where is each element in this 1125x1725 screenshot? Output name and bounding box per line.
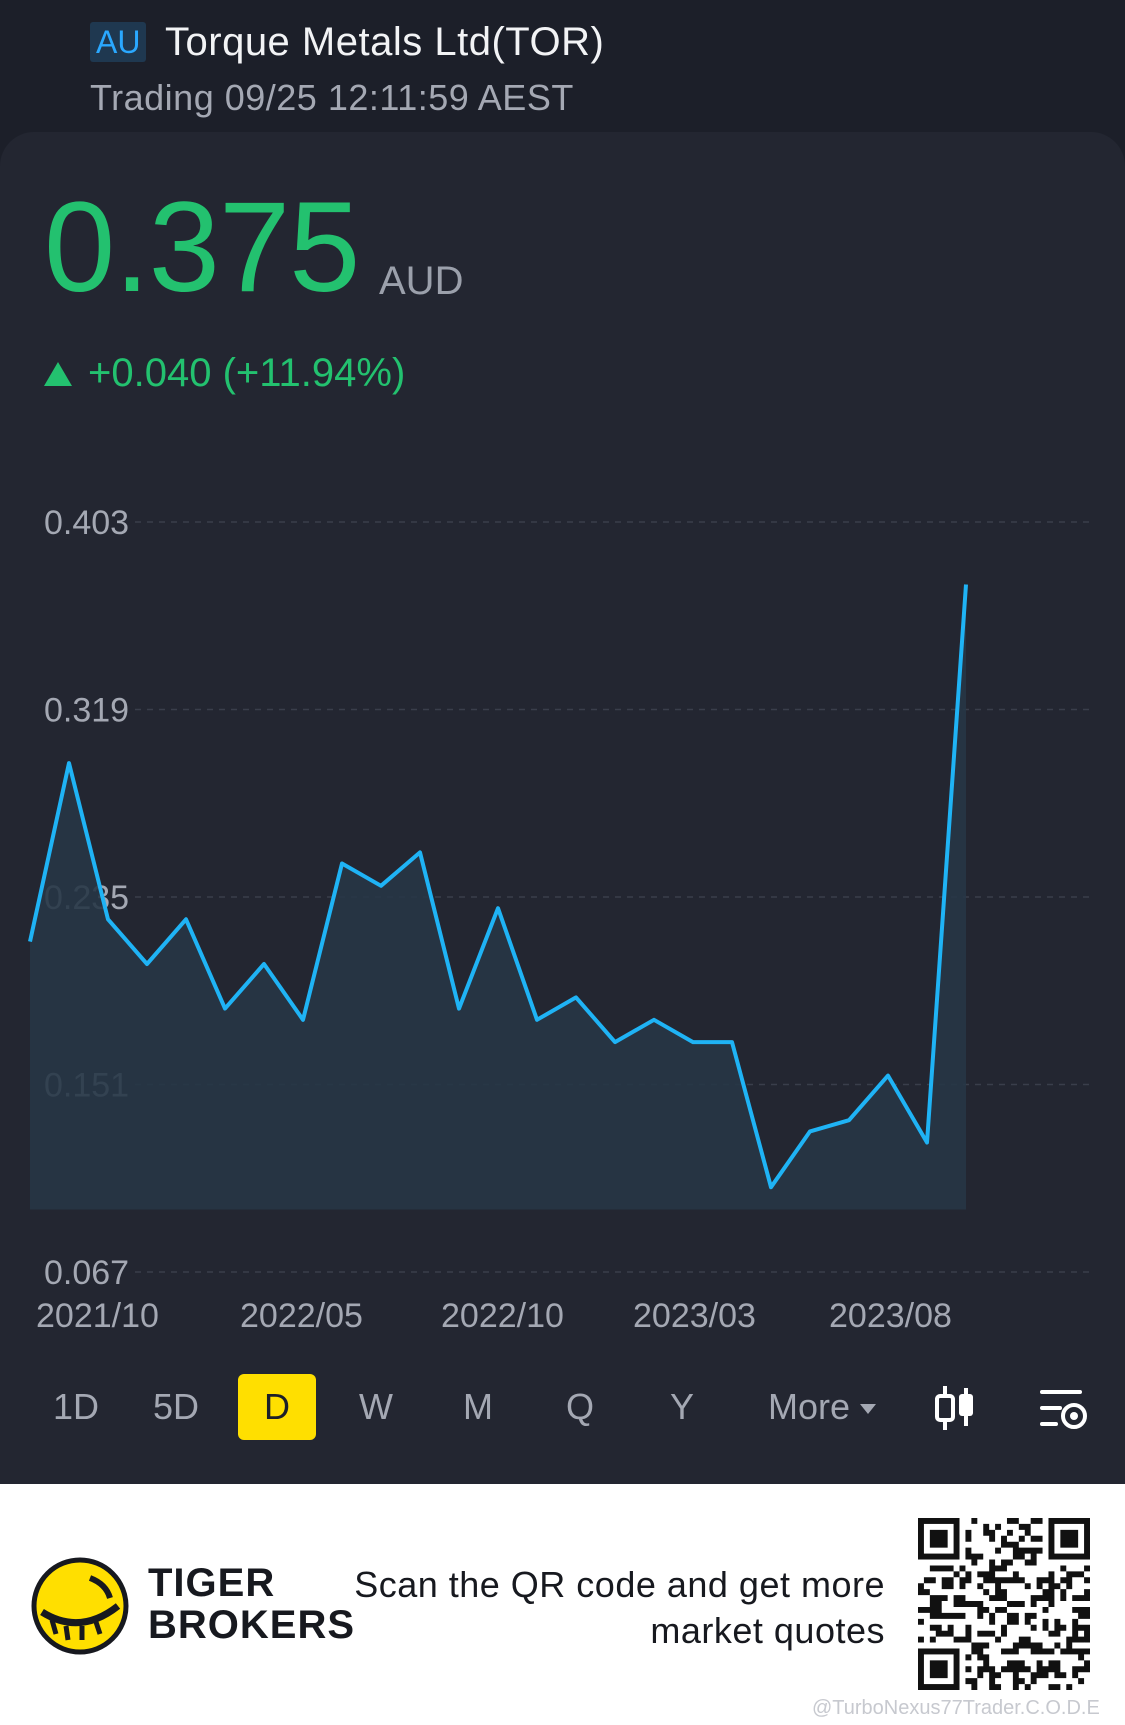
caret-down-icon [860, 1404, 877, 1415]
period-more[interactable]: More [752, 1374, 892, 1440]
y-tick-label: 0.319 [44, 692, 129, 730]
footer-banner: TIGER BROKERS Scan the QR code and get m… [0, 1484, 1125, 1725]
price-change: +0.040 (+11.94%) [44, 350, 405, 396]
market-tag: AU [90, 22, 147, 62]
watermark-text: @TurboNexus77Trader.C.O.D.E [812, 1697, 1100, 1719]
currency-label: AUD [379, 259, 464, 303]
period-q[interactable]: Q [565, 1386, 594, 1427]
period-selector: 1D 5D D W M Q Y More [0, 1374, 1125, 1454]
top-header: AU Torque Metals Ltd(TOR) Trading 09/25 … [0, 0, 1125, 132]
up-arrow-icon [44, 362, 72, 386]
y-tick-label: 0.067 [44, 1254, 129, 1292]
brand-name-line1: TIGER [148, 1561, 276, 1605]
brand-name-line2: BROKERS [148, 1603, 356, 1647]
trade-status: Trading 09/25 12:11:59 AEST [90, 77, 574, 118]
period-1d[interactable]: 1D [52, 1386, 100, 1427]
promo-line2: market quotes [650, 1610, 885, 1651]
period-w[interactable]: W [359, 1386, 393, 1427]
candlestick-icon[interactable] [932, 1382, 978, 1434]
brand-name: TIGER BROKERS [148, 1562, 355, 1646]
x-tick-label: 2022/05 [240, 1297, 363, 1335]
price-area-fill [30, 584, 966, 1210]
promo-text: Scan the QR code and get more market quo… [350, 1562, 885, 1654]
period-5d[interactable]: 5D [152, 1386, 200, 1427]
qr-code-icon[interactable] [918, 1518, 1090, 1690]
period-m[interactable]: M [463, 1386, 493, 1427]
x-tick-label: 2022/10 [441, 1297, 564, 1335]
stock-name[interactable]: Torque Metals Ltd(TOR) [165, 20, 605, 64]
indicator-settings-icon[interactable] [1040, 1384, 1090, 1432]
period-d[interactable]: D [238, 1374, 316, 1440]
x-tick-label: 2023/03 [633, 1297, 756, 1335]
y-tick-label: 0.403 [44, 504, 129, 542]
price-change-text: +0.040 (+11.94%) [88, 351, 406, 395]
promo-line1: Scan the QR code and get more [354, 1564, 885, 1605]
last-price: 0.375 [44, 176, 360, 319]
x-tick-label: 2023/08 [829, 1297, 952, 1335]
x-tick-label: 2021/10 [36, 1297, 159, 1335]
price-chart[interactable]: 0.4030.3190.2350.1510.0672021/102022/052… [0, 480, 1125, 1340]
period-y[interactable]: Y [669, 1386, 694, 1427]
quote-panel [0, 132, 1125, 1484]
period-more-label: More [767, 1386, 851, 1427]
tiger-logo-icon [31, 1557, 129, 1655]
